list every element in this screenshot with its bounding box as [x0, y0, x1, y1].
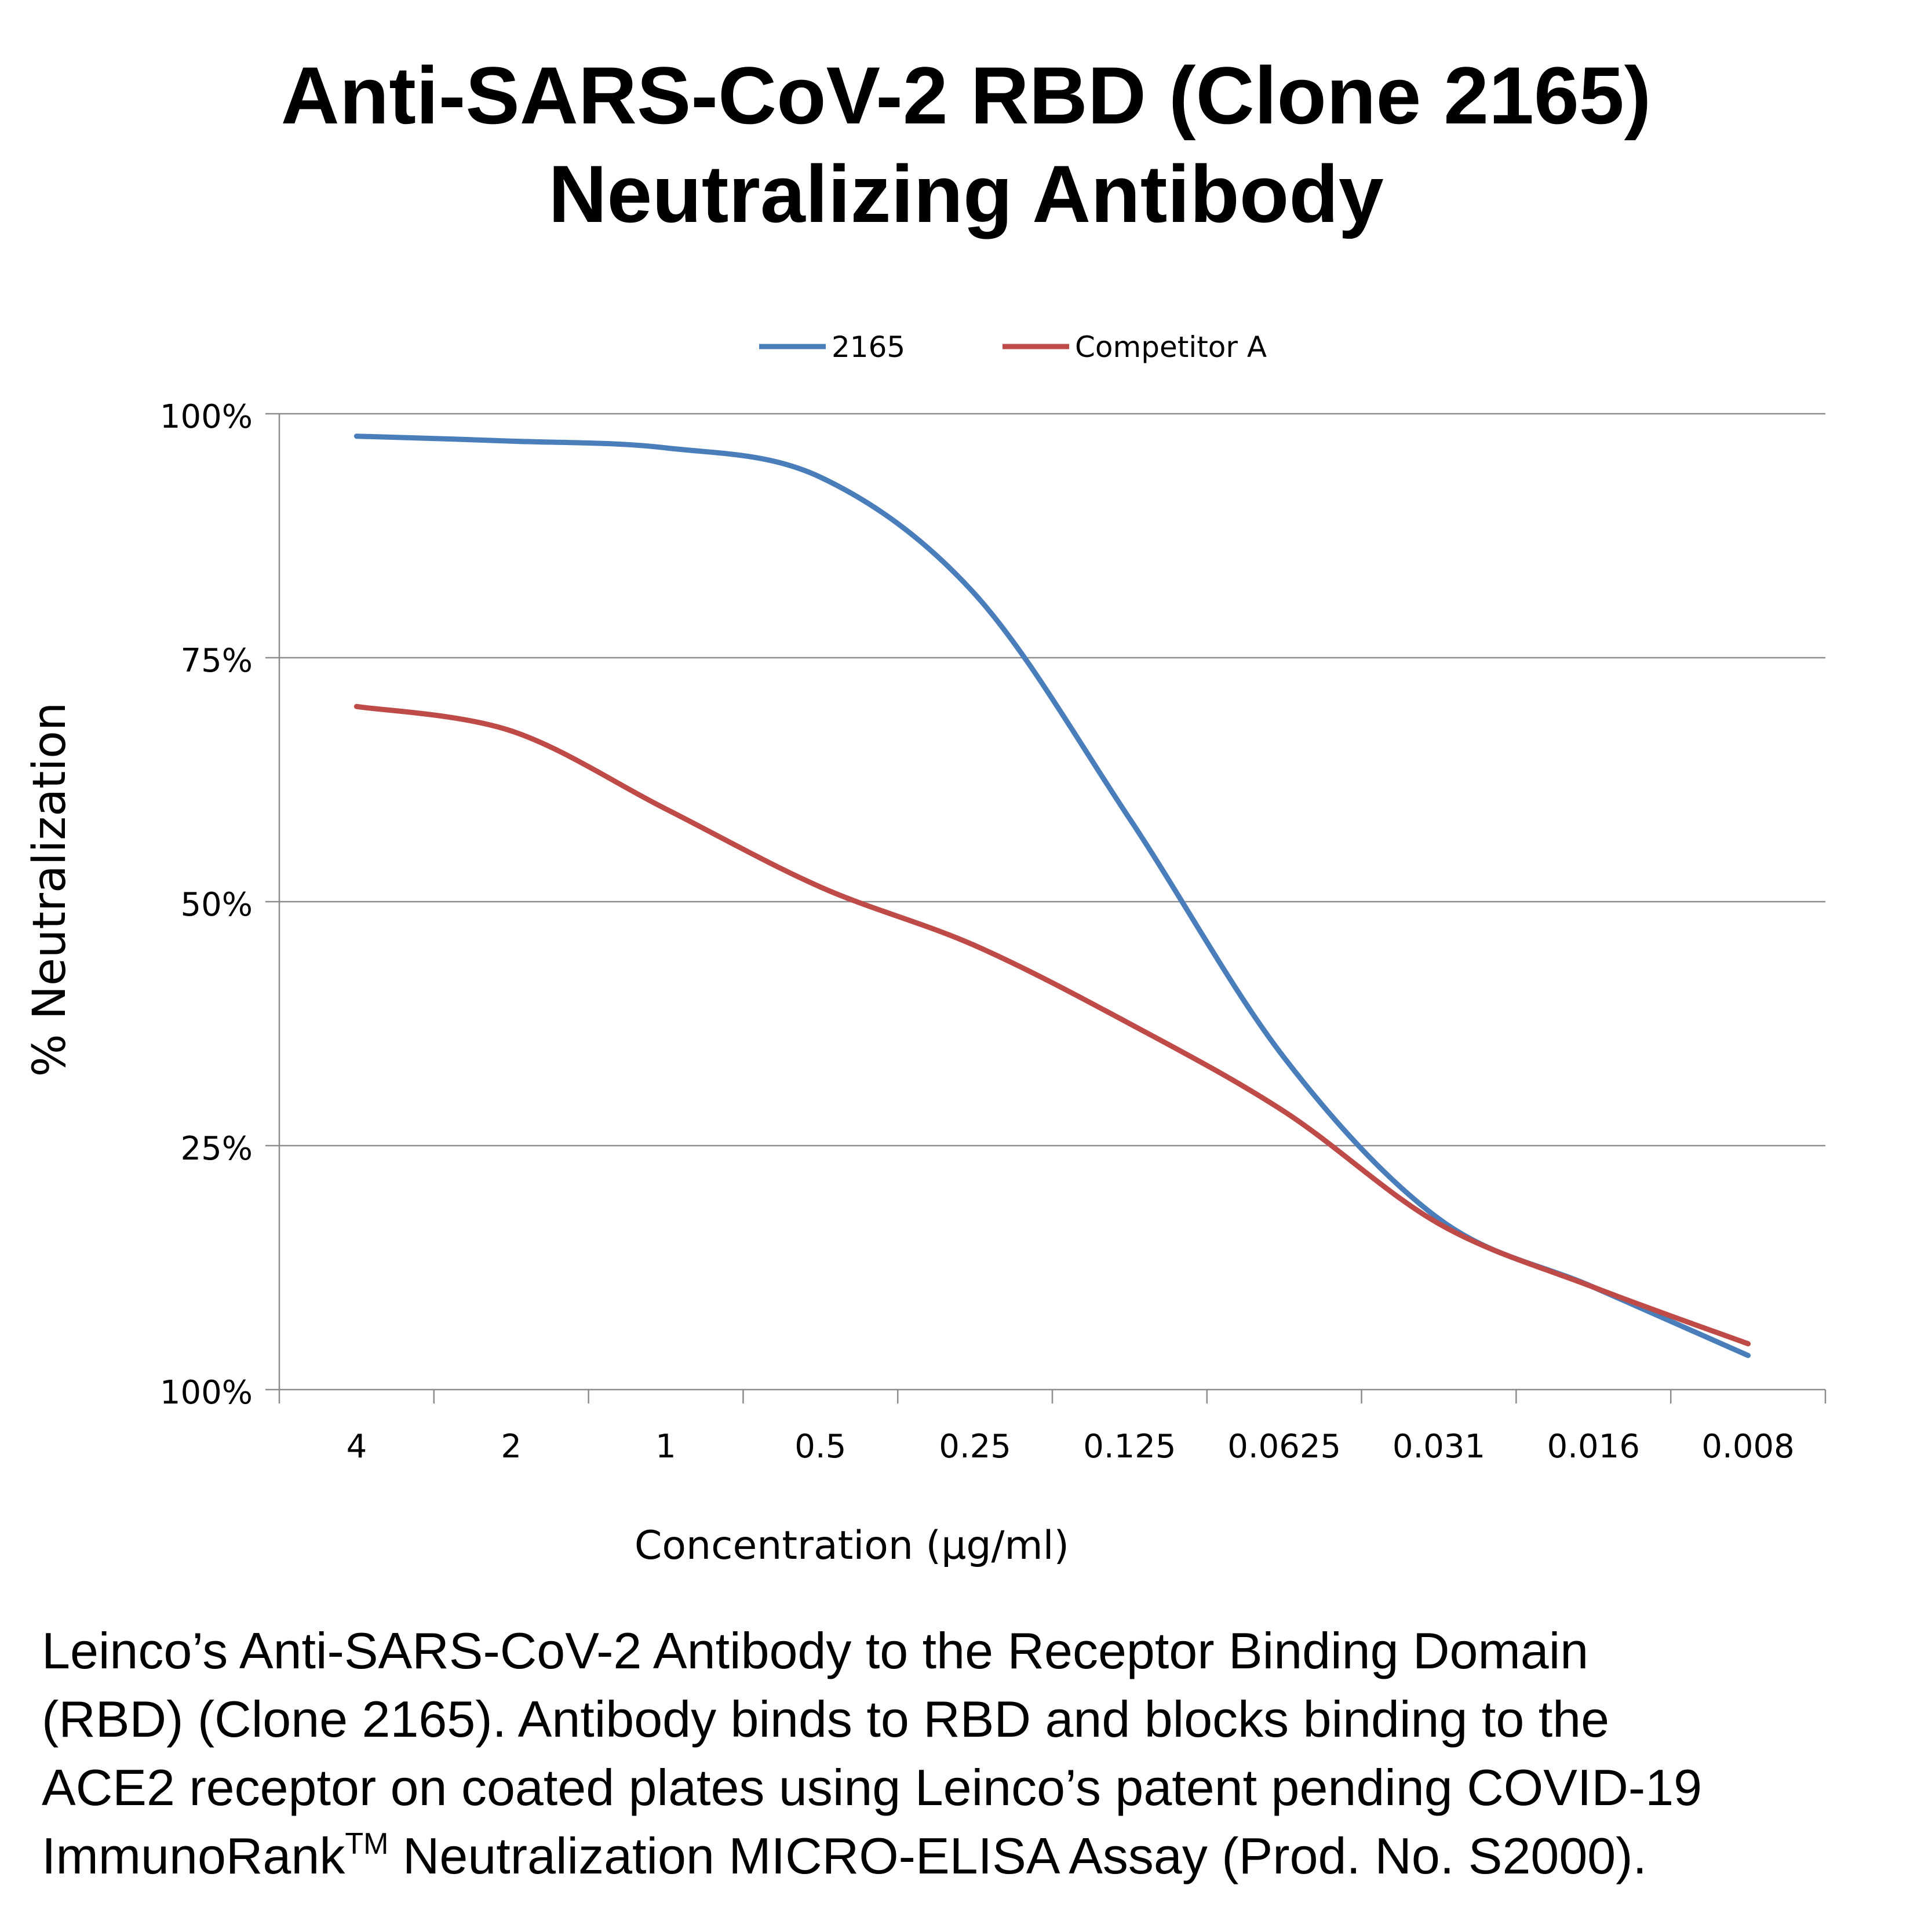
caption-line-4: ImmunoRankTM Neutralization MICRO-ELISA … [42, 1822, 1896, 1890]
x-tick-label-2: 1 [655, 1428, 676, 1466]
series-line-1 [353, 703, 1751, 1347]
axes [265, 414, 1827, 1404]
caption-line-1: Leinco’s Anti-SARS-CoV-2 Antibody to the… [42, 1622, 1589, 1679]
y-tick-label-1: 25% [181, 1130, 253, 1168]
x-tick-label-4: 0.25 [939, 1428, 1011, 1466]
x-tick-label-6: 0.0625 [1227, 1428, 1341, 1466]
legend-label-0: 2165 [832, 330, 905, 364]
x-tick-label-7: 0.031 [1393, 1428, 1485, 1466]
x-tick-label-0: 4 [347, 1428, 367, 1466]
chart-title: Anti-SARS-CoV-2 RBD (Clone 2165) Neutral… [0, 46, 1932, 243]
caption-line-2: (RBD) (Clone 2165). Antibody binds to RB… [42, 1690, 1610, 1748]
series-line-0 [353, 433, 1751, 1358]
x-tick-label-8: 0.016 [1547, 1428, 1640, 1466]
legend: 2165 Competitor A [759, 330, 1267, 364]
figure-caption: Leinco’s Anti-SARS-CoV-2 Antibody to the… [42, 1617, 1896, 1890]
chart-title-line-2: Neutralizing Antibody [548, 148, 1384, 239]
x-tick-labels: 4 2 1 0.5 0.25 0.125 0.0625 0.031 0.016 0.008 [347, 1428, 1795, 1466]
x-tick-label-5: 0.125 [1083, 1428, 1176, 1466]
x-tick-label-3: 0.5 [794, 1428, 846, 1466]
neutralization-chart: 100% 25% 50% 75% 100% 4 2 1 0.5 0.25 0.125 0.0625 0… [24, 330, 1827, 1569]
gridlines [265, 413, 1825, 1147]
y-tick-label-3: 75% [181, 642, 253, 680]
y-axis-label: % Neutralization [24, 702, 76, 1077]
x-tick-label-1: 2 [501, 1428, 522, 1466]
caption-line-4-rest: Neutralization MICRO-ELISA Assay (Prod. … [388, 1827, 1647, 1884]
caption-immunorank: ImmunoRank [42, 1827, 345, 1884]
y-tick-label-0: 100% [160, 1374, 253, 1412]
y-tick-labels: 100% 25% 50% 75% 100% [160, 398, 253, 1412]
caption-line-3: ACE2 receptor on coated plates using Lei… [42, 1759, 1703, 1816]
trademark-mark: TM [345, 1827, 389, 1861]
x-axis-label: Concentration (µg/ml) [635, 1523, 1069, 1569]
y-tick-label-4: 100% [160, 398, 253, 436]
y-tick-label-2: 50% [181, 886, 253, 924]
series-lines [353, 433, 1751, 1358]
x-tick-label-9: 0.008 [1701, 1428, 1794, 1466]
legend-label-1: Competitor A [1075, 330, 1267, 364]
chart-title-line-1: Anti-SARS-CoV-2 RBD (Clone 2165) [280, 50, 1652, 141]
